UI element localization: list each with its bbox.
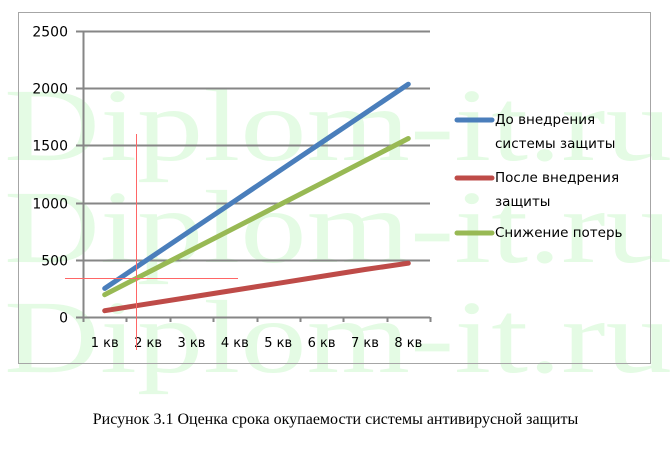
- y-tick-label: 1000: [32, 197, 68, 213]
- x-tick-label: 7 кв: [351, 336, 379, 351]
- legend-label: защиты: [495, 194, 550, 210]
- series-line: [102, 136, 411, 298]
- x-tick-label: 2 кв: [134, 336, 162, 351]
- y-tick-label: 2500: [32, 25, 68, 41]
- legend-item: Снижение потерь: [454, 225, 623, 241]
- watermark-text: Diplom-it.ru: [4, 170, 671, 285]
- gridlines: [76, 30, 430, 262]
- y-tick-label: 0: [59, 311, 68, 327]
- legend-label: системы защиты: [495, 136, 615, 152]
- legend-label: Снижение потерь: [495, 225, 623, 241]
- series-line: [102, 81, 411, 291]
- plot-series: [102, 81, 411, 314]
- watermark-text: Diplom-it.ru: [4, 68, 671, 183]
- legend-item: До внедрения системы защиты: [454, 112, 615, 152]
- x-tick-label: 3 кв: [177, 336, 205, 351]
- x-tick-label: 4 кв: [221, 336, 249, 351]
- watermark-text: Diplom-it.ru: [4, 280, 671, 395]
- x-tick-label: 1 кв: [91, 336, 119, 351]
- y-tick-label: 1500: [32, 139, 68, 155]
- x-axis: 1 кв 2 кв 3 кв 4 кв 5 кв 6 кв 7 кв 8 кв: [76, 316, 432, 351]
- x-tick-label: 6 кв: [308, 336, 336, 351]
- x-tick-label: 5 кв: [264, 336, 292, 351]
- legend-label: До внедрения: [495, 112, 595, 128]
- y-tick-label: 2000: [32, 82, 68, 98]
- y-tick-label: 500: [41, 254, 68, 270]
- legend-label: После внедрения: [495, 170, 619, 186]
- figure-caption: Рисунок 3.1 Оценка срока окупаемости сис…: [92, 411, 579, 428]
- legend: До внедрения системы защиты После внедрени…: [454, 112, 623, 241]
- legend-item: После внедрения защиты: [454, 170, 619, 210]
- chart-frame: [18, 12, 651, 364]
- crosshair-annotation: [65, 134, 238, 350]
- y-axis: 0 500 1000 1500 2000 2500: [32, 25, 85, 327]
- x-tick-label: 8 кв: [394, 336, 422, 351]
- series-line: [102, 260, 411, 314]
